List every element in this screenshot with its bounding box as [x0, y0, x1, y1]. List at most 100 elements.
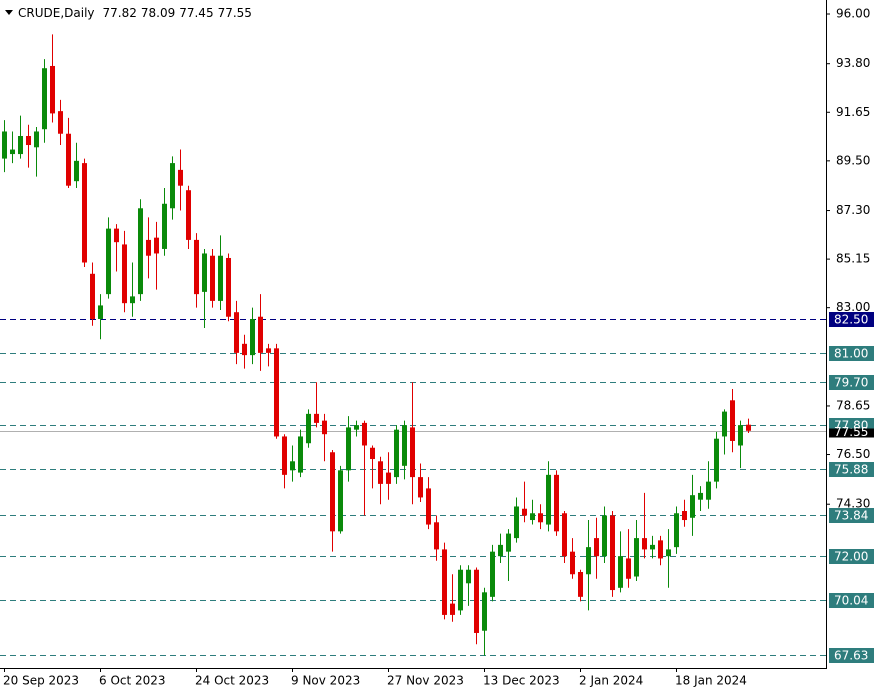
candle-body	[706, 481, 711, 500]
candle-body	[338, 470, 343, 532]
candle-body	[258, 316, 263, 353]
low-price: 77.45	[179, 6, 213, 20]
candle-body	[178, 169, 183, 186]
candle-body	[202, 253, 207, 292]
x-tick-label: 18 Jan 2024	[675, 674, 747, 688]
candle-body	[346, 427, 351, 471]
candle-body	[274, 348, 279, 437]
level-label-box	[829, 312, 874, 327]
candle-body	[498, 544, 503, 557]
x-tick-label: 20 Sep 2023	[3, 674, 79, 688]
candle-body	[658, 540, 663, 559]
y-tick-label: 76.50	[836, 447, 870, 461]
candle-body	[738, 425, 743, 446]
level-label-box	[829, 346, 874, 361]
candle-body	[690, 495, 695, 518]
candle-body	[186, 190, 191, 240]
candle-body	[450, 603, 455, 615]
candle-body	[594, 538, 599, 557]
x-tick-label: 9 Nov 2023	[291, 674, 360, 688]
candle-body	[130, 296, 135, 304]
candle-body	[146, 239, 151, 256]
candle-body	[522, 508, 527, 516]
y-tick-label: 74.30	[836, 497, 870, 511]
candle-body	[354, 425, 359, 430]
candle-body	[562, 513, 567, 557]
header: CRUDE,Daily 77.82 78.09 77.45 77.55	[18, 6, 252, 20]
candle-body	[634, 538, 639, 577]
candle-body	[50, 65, 55, 114]
candle-body	[682, 510, 687, 521]
level-label: 70.04	[834, 594, 868, 608]
y-tick-label: 89.50	[836, 153, 870, 167]
candle-body	[674, 513, 679, 548]
candle-body	[74, 160, 79, 182]
y-tick-label: 93.80	[836, 56, 870, 70]
candle-body	[66, 133, 71, 186]
level-label-box	[829, 593, 874, 608]
candle-body	[586, 547, 591, 575]
candle-body	[106, 228, 111, 295]
candle-body	[426, 488, 431, 525]
candle-body	[474, 569, 479, 633]
x-tick-label: 13 Dec 2023	[483, 674, 560, 688]
candle-body	[330, 452, 335, 532]
candle-body	[554, 474, 559, 532]
level-label: 82.50	[834, 313, 868, 327]
candle-body	[714, 438, 719, 482]
candle-body	[154, 237, 159, 254]
candle-body	[730, 400, 735, 441]
level-label: 75.88	[834, 463, 868, 477]
candle-body	[2, 131, 7, 159]
candle-body	[442, 549, 447, 615]
candle-body	[394, 429, 399, 478]
y-tick-label: 78.65	[836, 398, 870, 412]
candle-body	[466, 569, 471, 584]
candle-body	[698, 492, 703, 500]
candle-body	[362, 422, 367, 446]
candle-body	[26, 135, 31, 146]
candle-body	[34, 131, 39, 148]
candle-body	[458, 569, 463, 611]
y-tick-label: 85.15	[836, 252, 870, 266]
open-price: 77.82	[103, 6, 137, 20]
candle-body	[618, 556, 623, 588]
candle-body	[170, 163, 175, 209]
level-label-box	[829, 549, 874, 564]
candle-body	[82, 163, 87, 263]
level-label-box	[829, 462, 874, 477]
candle-body	[162, 203, 167, 249]
level-label: 72.00	[834, 550, 868, 564]
candle-body	[546, 474, 551, 525]
level-label: 73.84	[834, 509, 868, 523]
candle-body	[322, 420, 327, 435]
level-label: 81.00	[834, 347, 868, 361]
level-label-box	[829, 375, 874, 390]
menu-triangle[interactable]	[5, 10, 13, 15]
candle-body	[314, 413, 319, 423]
candle-body	[234, 312, 239, 353]
candle-body	[650, 544, 655, 550]
candle-body	[746, 424, 751, 431]
candle-body	[242, 343, 247, 356]
high-price: 78.09	[141, 6, 175, 20]
y-tick-label: 83.00	[836, 300, 870, 314]
candle-body	[42, 68, 47, 130]
candle-body	[402, 425, 407, 466]
candle-body	[226, 257, 231, 317]
candle-body	[218, 255, 223, 301]
candle-body	[58, 111, 63, 134]
candle-body	[10, 149, 15, 155]
level-label: 79.70	[834, 376, 868, 390]
candle-body	[18, 135, 23, 155]
x-tick-label: 27 Nov 2023	[387, 674, 464, 688]
level-label-box	[829, 648, 874, 663]
close-price: 77.55	[218, 6, 252, 20]
candle-body	[210, 255, 215, 301]
plot-area	[0, 34, 826, 656]
candle-body	[194, 239, 199, 295]
candle-body	[482, 592, 487, 631]
candle-body	[410, 427, 415, 478]
